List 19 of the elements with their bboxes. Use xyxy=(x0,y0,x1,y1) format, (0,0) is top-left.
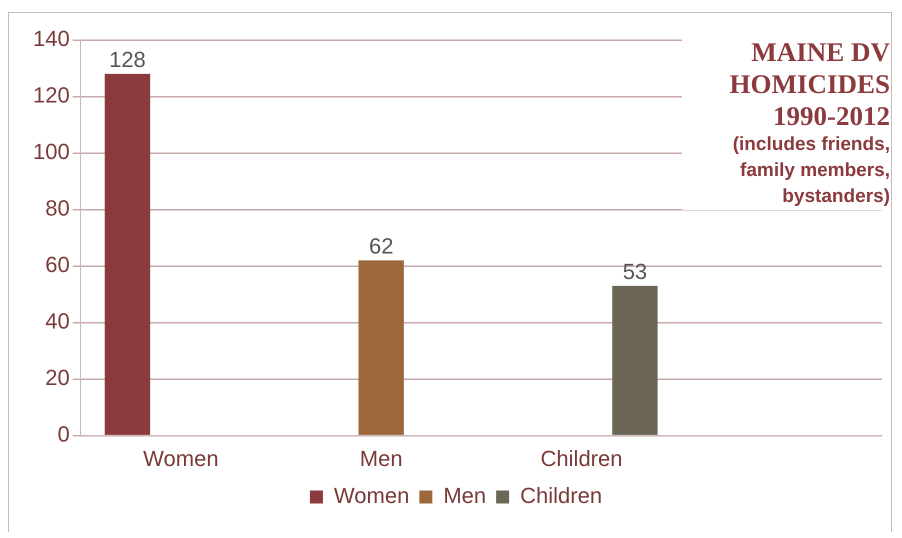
y-tick-label: 40 xyxy=(45,308,70,334)
x-tick-label: Men xyxy=(360,446,403,471)
legend-label: Children xyxy=(520,483,602,508)
data-label: 53 xyxy=(622,258,648,284)
y-tick-label: 0 xyxy=(57,422,70,447)
y-tick-label: 60 xyxy=(45,252,70,278)
text: (includes friends, family members, bystanders) xyxy=(732,133,890,209)
y-tick-label: 140 xyxy=(32,26,70,52)
y-tick-label: 20 xyxy=(45,365,70,390)
x-tick-label: Women xyxy=(143,446,219,471)
data-label: 62 xyxy=(368,233,394,258)
y-tick-label: 120 xyxy=(32,82,70,108)
y-tick-label: 100 xyxy=(32,139,70,164)
y-tick-label: 80 xyxy=(45,196,70,221)
data-label: 128 xyxy=(109,46,146,72)
legend-label: Men xyxy=(443,483,486,508)
text: MAINE DV HOMICIDES 1990-2012 xyxy=(728,36,890,132)
x-tick-label: Children xyxy=(540,446,622,471)
legend-label: Women xyxy=(334,483,410,508)
